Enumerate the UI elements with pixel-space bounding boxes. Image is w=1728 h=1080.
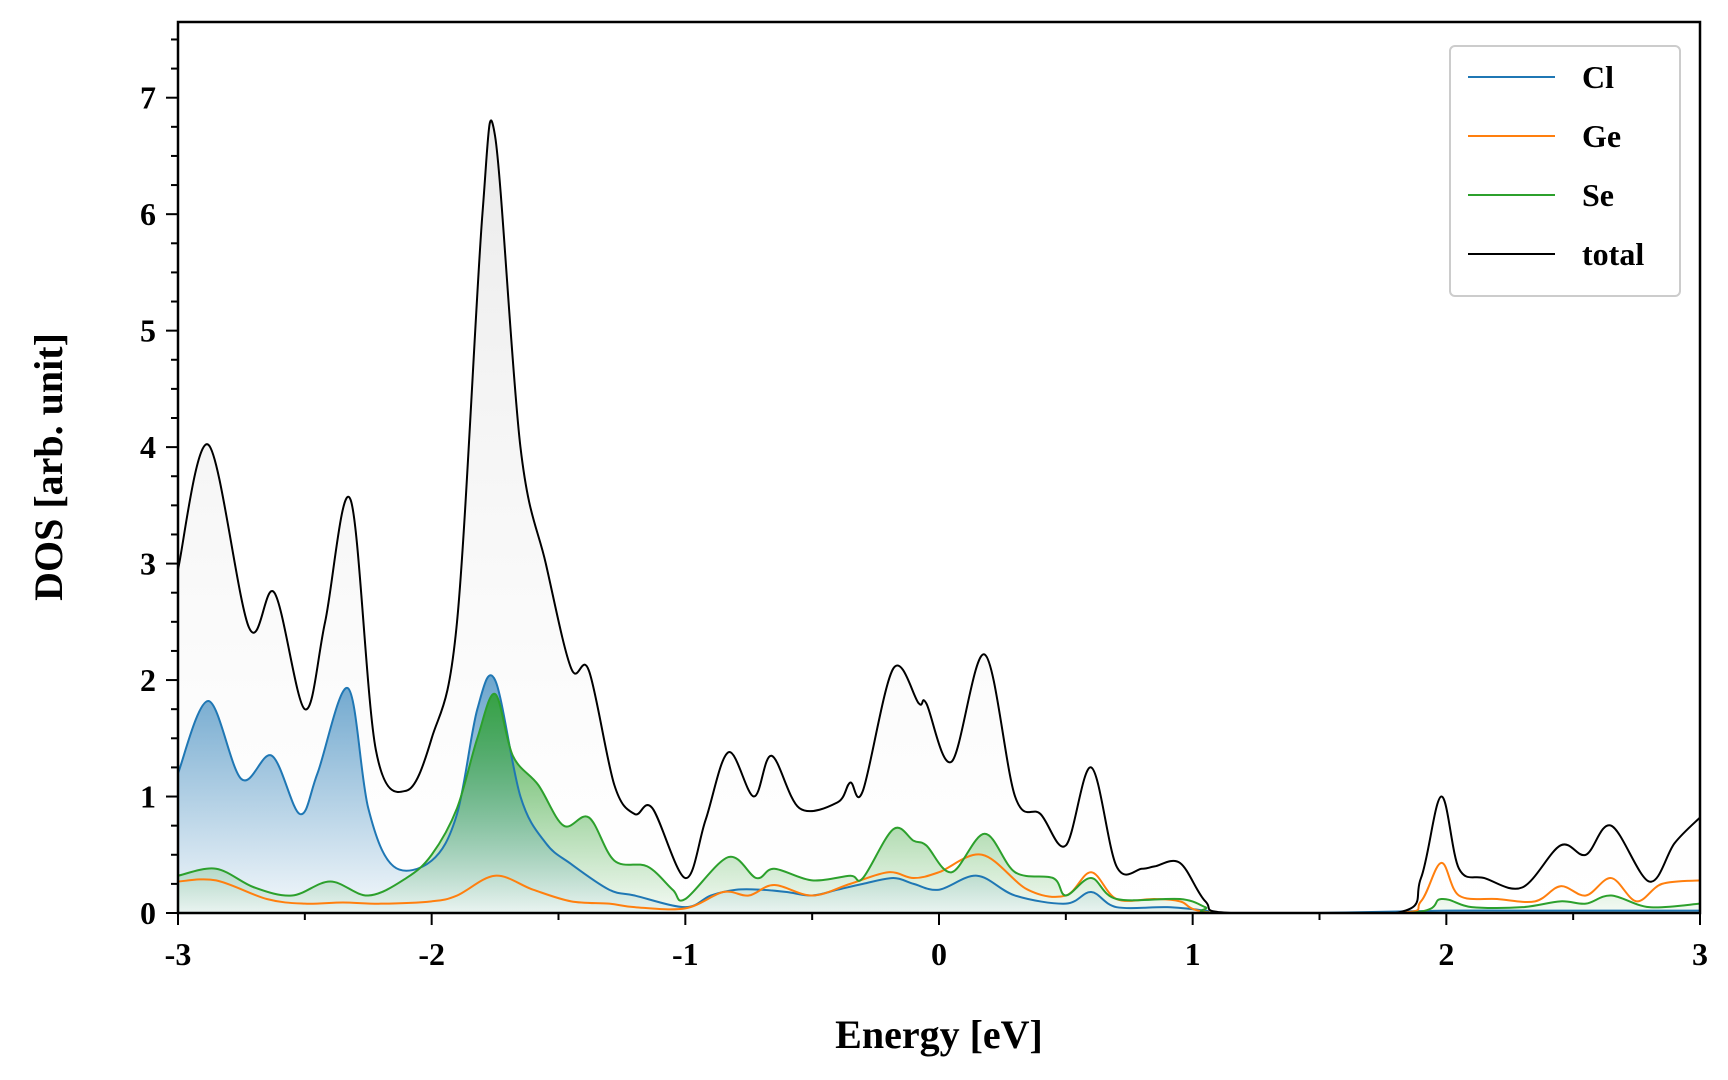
legend-label: Cl	[1582, 59, 1614, 95]
y-axis: 0 1 2 3 4 5 6 7	[140, 38, 178, 931]
legend-item-se: Se	[1468, 177, 1614, 213]
x-tick-label: -2	[418, 936, 445, 972]
y-tick-label: 1	[140, 779, 156, 815]
y-tick-label: 0	[140, 895, 156, 931]
x-tick-label: 0	[931, 936, 947, 972]
legend-item-total: total	[1468, 236, 1644, 272]
series-fills	[178, 120, 1700, 913]
series-lines	[178, 119, 1700, 913]
x-tick-label: 1	[1185, 936, 1201, 972]
series-line-se	[178, 693, 1700, 913]
legend-item-ge: Ge	[1468, 118, 1621, 154]
legend-box	[1449, 45, 1681, 297]
y-tick-label: 5	[140, 313, 156, 349]
plot-area	[176, 20, 1702, 915]
y-tick-label: 4	[140, 429, 156, 465]
x-axis-label: Energy [eV]	[835, 1012, 1043, 1057]
x-tick-label: -1	[672, 936, 699, 972]
x-axis: -3 -2 -1 0 1 2 3	[165, 913, 1708, 972]
y-tick-label: 7	[140, 80, 156, 116]
legend-label: Se	[1582, 177, 1614, 213]
series-line-cl	[178, 674, 1700, 913]
x-tick-label: 2	[1438, 936, 1454, 972]
series-line-ge	[178, 853, 1700, 913]
y-tick-label: 6	[140, 196, 156, 232]
fill-se	[178, 693, 1700, 913]
x-tick-label: 3	[1692, 936, 1708, 972]
series-line-total	[178, 119, 1700, 913]
legend: Cl Ge Se total	[1449, 45, 1681, 297]
legend-items: Cl Ge Se total	[1468, 59, 1644, 272]
legend-label: total	[1582, 236, 1644, 272]
y-axis-label: DOS [arb. unit]	[26, 333, 71, 601]
legend-label: Ge	[1582, 118, 1621, 154]
y-tick-label: 2	[140, 662, 156, 698]
legend-item-cl: Cl	[1468, 59, 1614, 95]
x-tick-label: -3	[165, 936, 192, 972]
fill-total	[178, 120, 1700, 913]
y-tick-label: 3	[140, 546, 156, 582]
